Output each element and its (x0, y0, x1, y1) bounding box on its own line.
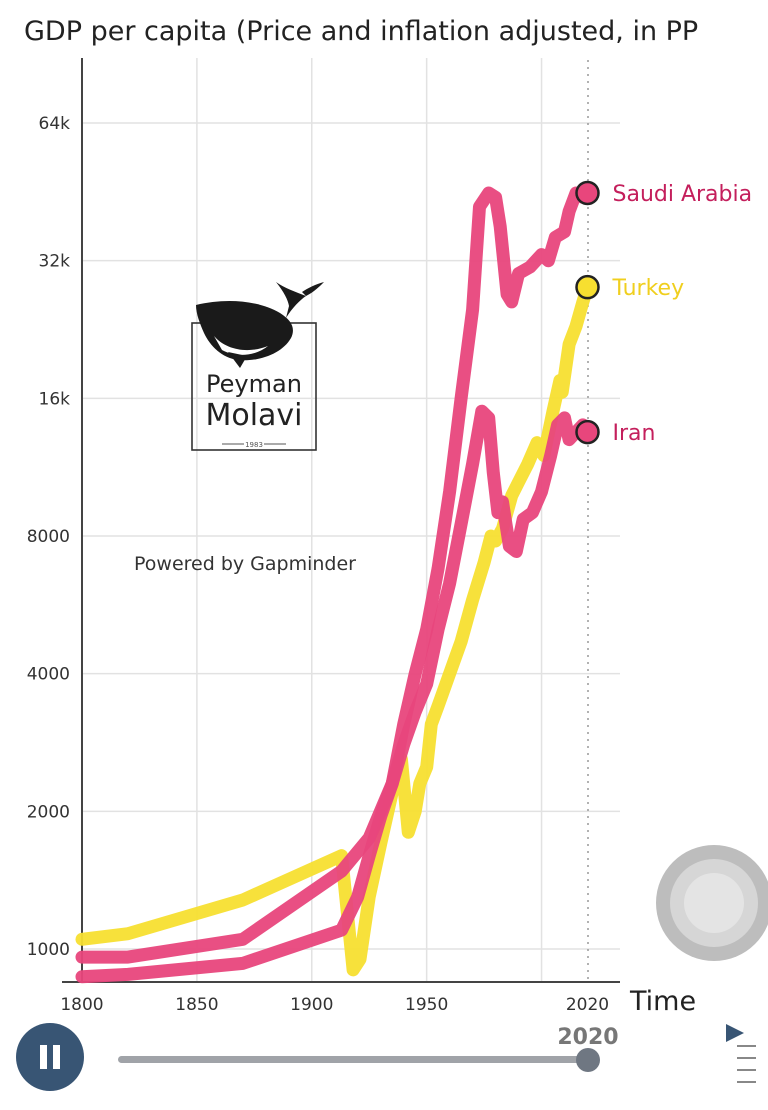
x-axis-tick-labels: 1800 1850 1900 1950 2020 (60, 995, 609, 1015)
y-tick-label: 1000 (27, 940, 70, 960)
series-line-turkey (75, 280, 594, 977)
series-line-iran (75, 404, 594, 984)
chart-title: GDP per capita (Price and inflation adju… (24, 16, 698, 47)
series-end-markers: Saudi Arabia Turkey Iran (575, 180, 753, 446)
y-tick-label: 2000 (27, 802, 70, 822)
timeline-slider-handle[interactable] (576, 1048, 600, 1072)
chart-grid (81, 58, 620, 982)
watermark-line1: Peyman (206, 370, 302, 398)
x-tick-label: 2020 (566, 995, 609, 1015)
series-label-turkey[interactable]: Turkey (612, 276, 685, 301)
y-tick-label: 64k (39, 114, 71, 134)
timeline-slider-track[interactable] (118, 1056, 588, 1063)
x-tick-label: 1800 (60, 995, 103, 1015)
series-end-dot-saudi-arabia[interactable] (575, 180, 600, 206)
x-axis-label: Time (629, 986, 696, 1017)
y-tick-label: 4000 (27, 665, 70, 685)
play-menu-icon[interactable] (726, 1024, 756, 1083)
x-tick-label: 1900 (290, 995, 333, 1015)
watermark-logo: Peyman Molavi 1983 (191, 282, 324, 451)
y-tick-label: 16k (39, 389, 71, 409)
pause-button[interactable] (16, 1023, 84, 1091)
series-end-dot-turkey[interactable] (575, 274, 600, 300)
x-tick-label: 1950 (405, 995, 448, 1015)
floating-overlay-button[interactable] (656, 845, 768, 961)
y-tick-label: 8000 (27, 527, 70, 547)
watermark-small-text: 1983 (245, 441, 263, 449)
series-label-iran[interactable]: Iran (613, 421, 656, 446)
series-label-saudi-arabia[interactable]: Saudi Arabia (613, 182, 753, 207)
series-end-dot-iran[interactable] (575, 419, 600, 445)
credit-text: Powered by Gapminder (134, 553, 356, 575)
pause-icon (40, 1045, 60, 1069)
x-tick-label: 1850 (175, 995, 218, 1015)
watermark-line2: Molavi (205, 398, 302, 433)
y-axis-tick-labels: 1000 2000 4000 8000 16k 32k 64k (27, 114, 70, 960)
whale-icon (196, 282, 324, 368)
timeline-current-year: 2020 (557, 1025, 618, 1050)
series-line-saudi-arabia (75, 186, 594, 964)
series-lines (75, 186, 594, 984)
y-tick-label: 32k (39, 252, 71, 272)
